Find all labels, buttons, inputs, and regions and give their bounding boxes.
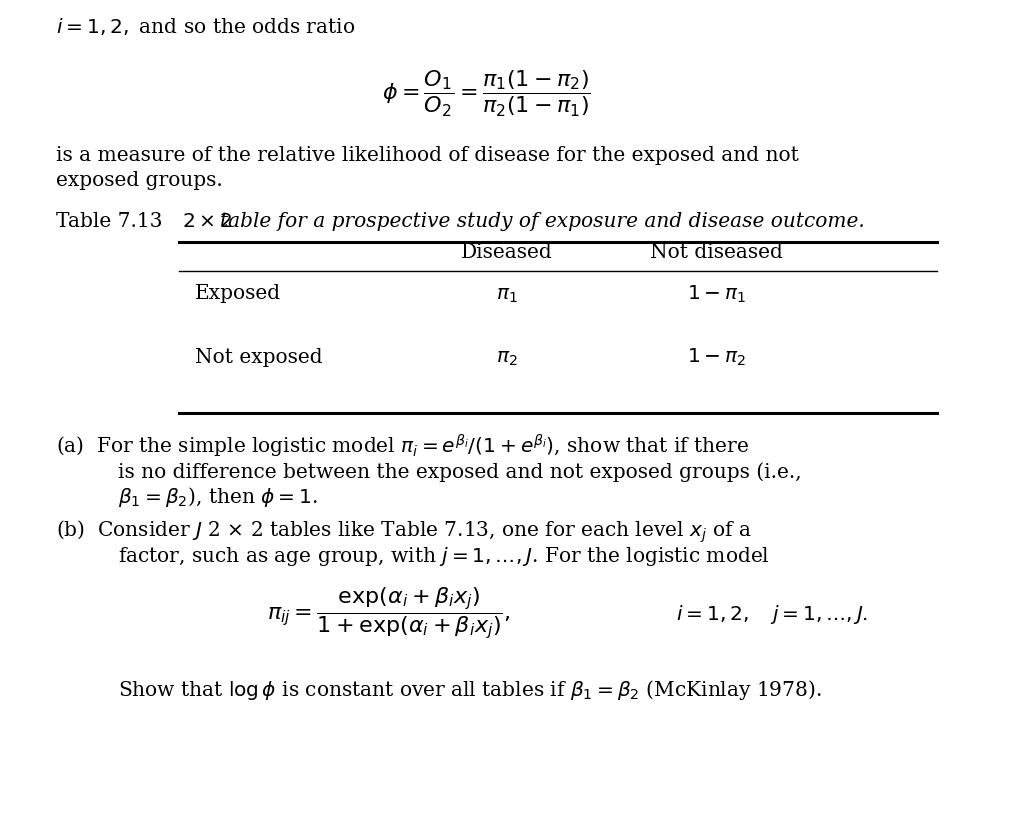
Text: factor, such as age group, with $j = 1, \ldots, J$. For the logistic model: factor, such as age group, with $j = 1, … [118, 545, 770, 568]
Text: Not exposed: Not exposed [195, 348, 323, 367]
Text: $\pi_{ij} = \dfrac{\exp(\alpha_i + \beta_i x_j)}{1 + \exp(\alpha_i + \beta_i x_j: $\pi_{ij} = \dfrac{\exp(\alpha_i + \beta… [267, 586, 511, 642]
Text: is a measure of the relative likelihood of disease for the exposed and not: is a measure of the relative likelihood … [56, 145, 799, 165]
Text: Exposed: Exposed [195, 284, 281, 303]
Text: (a)  For the simple logistic model $\pi_i = e^{\beta_i}/(1 + e^{\beta_i})$, show: (a) For the simple logistic model $\pi_i… [56, 432, 750, 460]
Text: $\pi_2$: $\pi_2$ [496, 349, 518, 368]
Text: $\beta_1 = \beta_2$), then $\phi = 1$.: $\beta_1 = \beta_2$), then $\phi = 1$. [118, 485, 317, 509]
Text: table for a prospective study of exposure and disease outcome.: table for a prospective study of exposur… [220, 212, 865, 232]
Text: Show that $\log \phi$ is constant over all tables if $\beta_1 = \beta_2$ (McKinl: Show that $\log \phi$ is constant over a… [118, 677, 821, 701]
Text: Table 7.13: Table 7.13 [56, 212, 163, 232]
Text: $1 - \pi_2$: $1 - \pi_2$ [687, 347, 746, 368]
Text: $\pi_1$: $\pi_1$ [496, 286, 518, 304]
Text: Not diseased: Not diseased [650, 243, 783, 263]
Text: (b)  Consider $J$ 2 $\times$ 2 tables like Table 7.13, one for each level $x_j$ : (b) Consider $J$ 2 $\times$ 2 tables lik… [56, 518, 752, 545]
Text: Diseased: Diseased [461, 243, 553, 263]
Text: $2\times 2$: $2\times 2$ [182, 212, 232, 232]
Text: $\phi = \dfrac{O_1}{O_2} = \dfrac{\pi_1(1 - \pi_2)}{\pi_2(1 - \pi_1)}$: $\phi = \dfrac{O_1}{O_2} = \dfrac{\pi_1(… [382, 69, 591, 119]
Text: $i = 1, 2,$ and so the odds ratio: $i = 1, 2,$ and so the odds ratio [56, 17, 355, 38]
Text: $i = 1, 2, \quad j = 1, \ldots, J.$: $i = 1, 2, \quad j = 1, \ldots, J.$ [676, 604, 868, 626]
Text: is no difference between the exposed and not exposed groups (i.e.,: is no difference between the exposed and… [118, 462, 802, 482]
Text: exposed groups.: exposed groups. [56, 171, 223, 190]
Text: $1 - \pi_1$: $1 - \pi_1$ [687, 283, 746, 304]
